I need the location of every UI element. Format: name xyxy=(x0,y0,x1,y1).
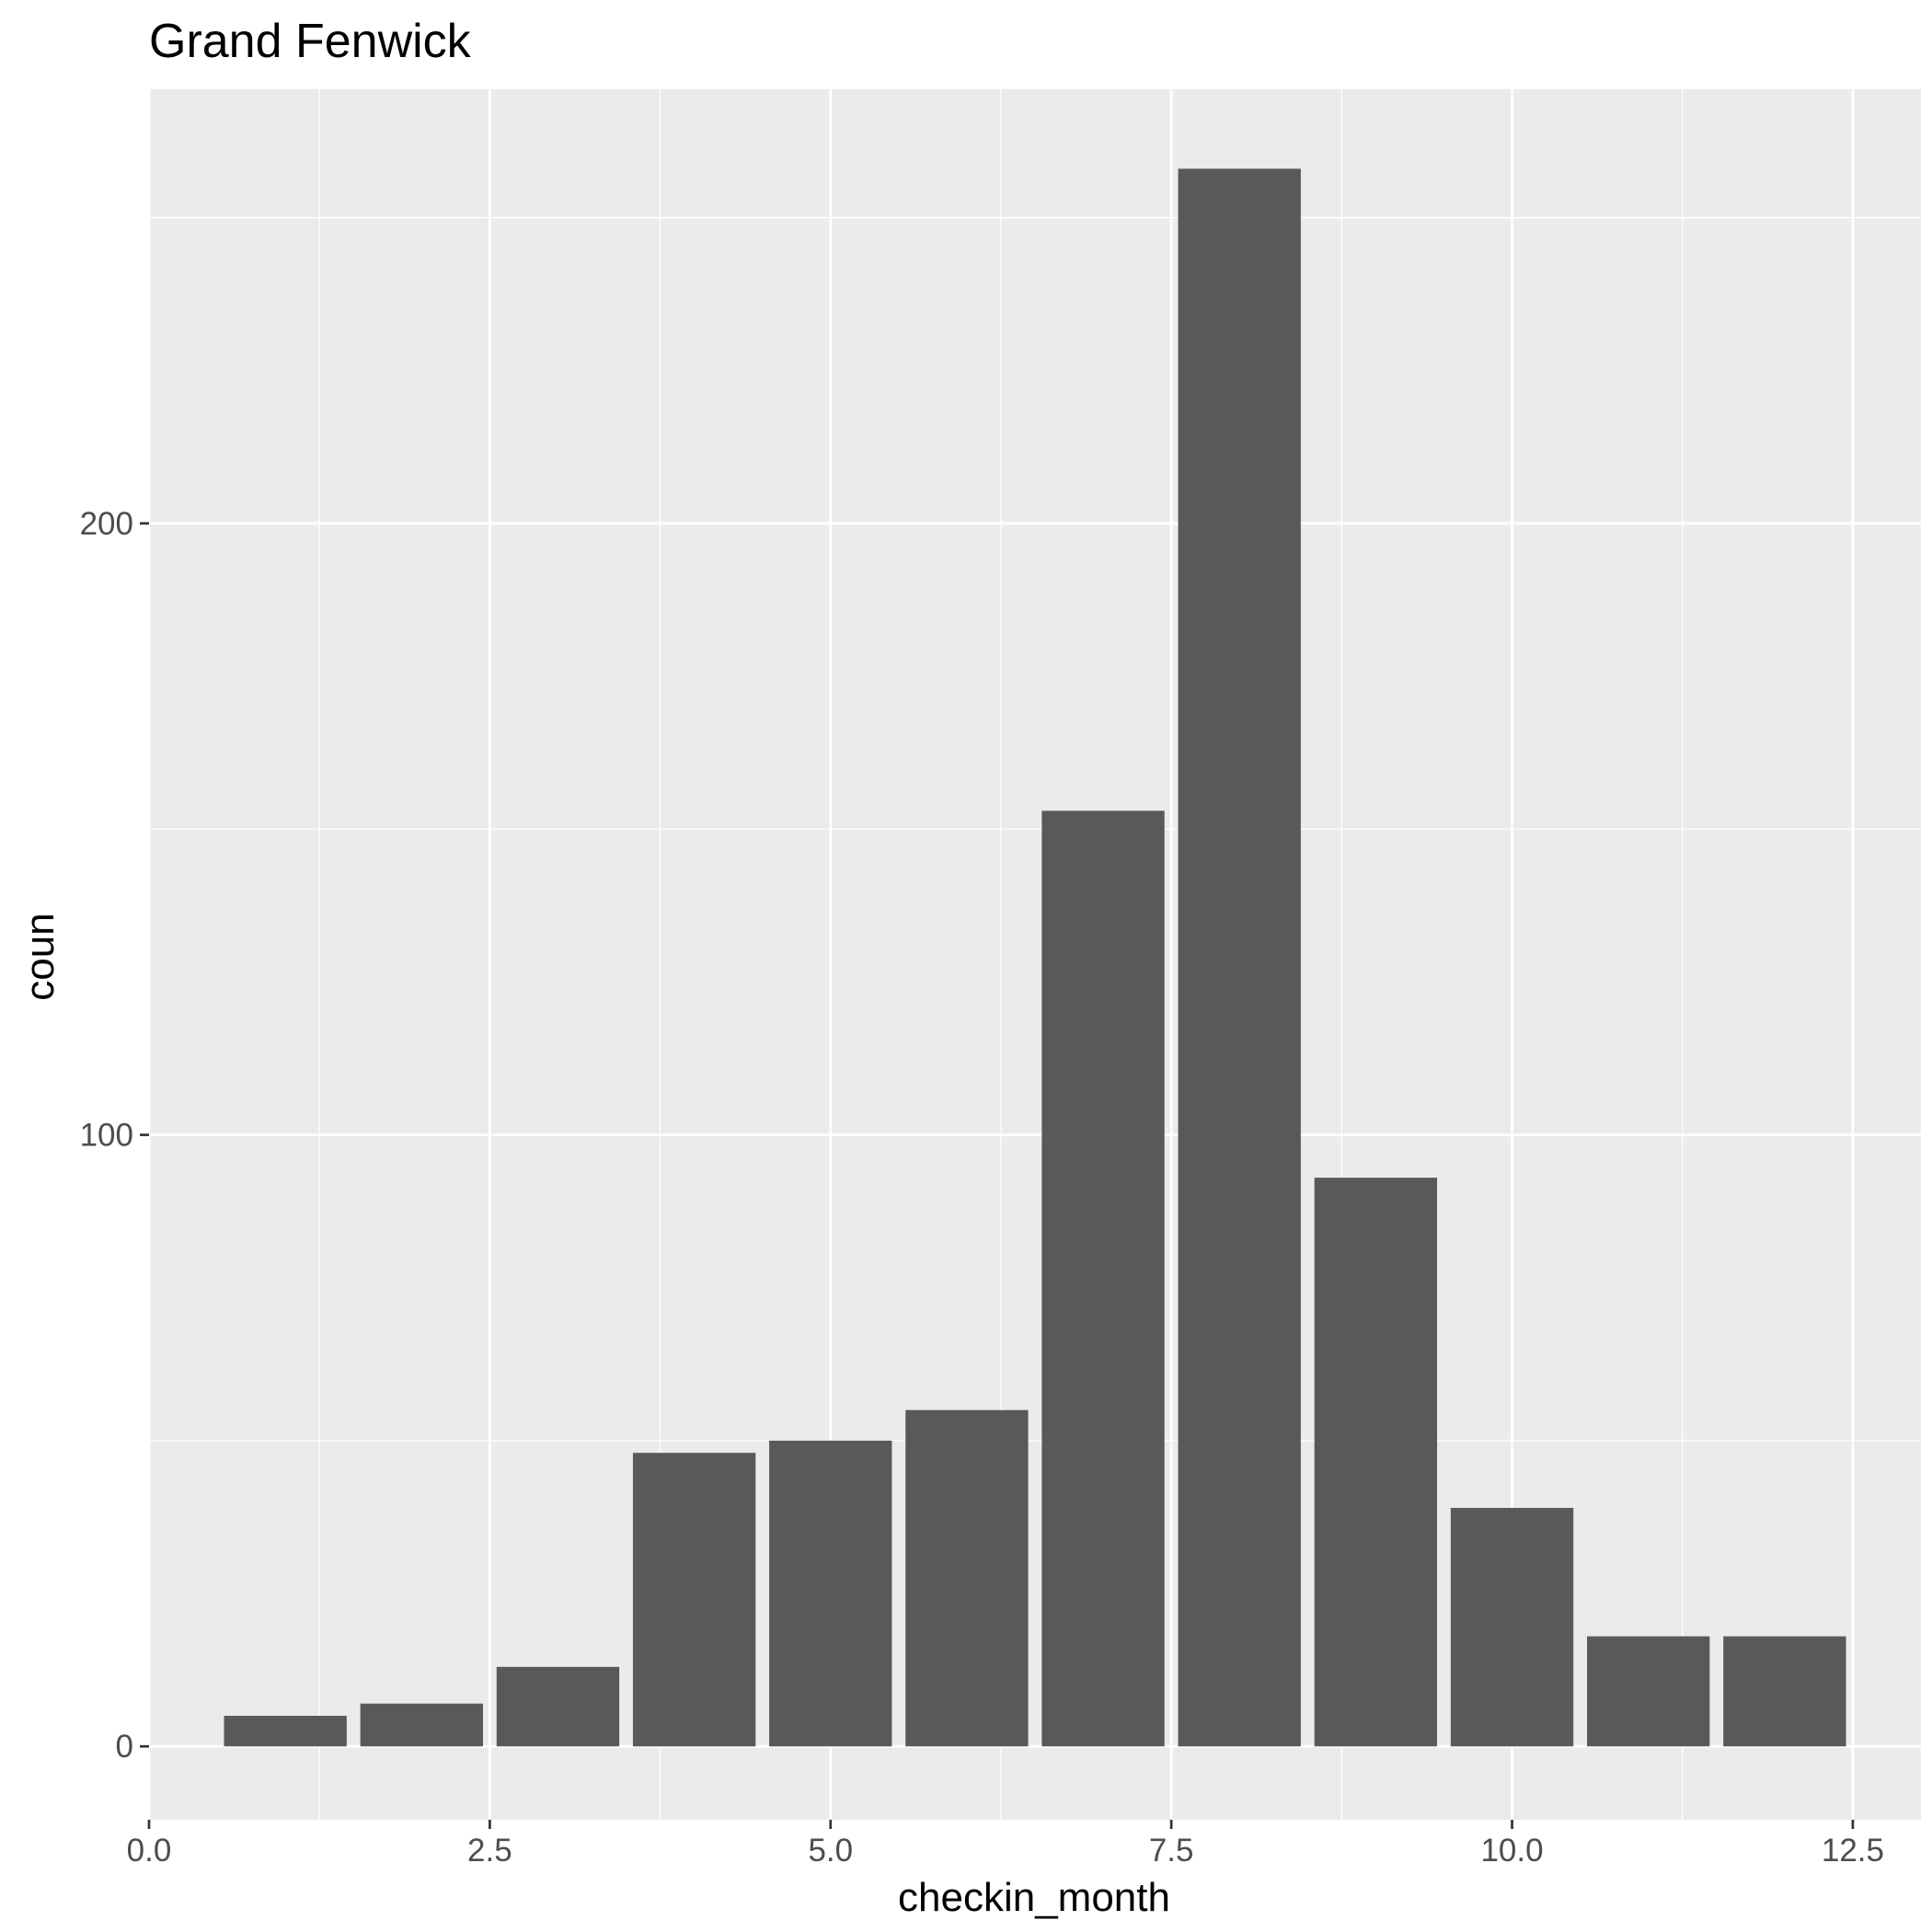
x-axis-title: checkin_month xyxy=(898,1875,1170,1920)
x-tick-label: 12.5 xyxy=(1822,1833,1884,1869)
bar xyxy=(224,1716,347,1747)
y-tick-label: 0 xyxy=(116,1729,133,1765)
axes: 0.0 2.5 5.0 7.5 10.0 12.5 0 100 200 xyxy=(80,506,1884,1869)
x-tick-label: 5.0 xyxy=(808,1833,853,1869)
x-tick-label: 0.0 xyxy=(127,1833,172,1869)
x-tick-label: 2.5 xyxy=(467,1833,512,1869)
chart-title: Grand Fenwick xyxy=(149,15,472,68)
y-tick-label: 200 xyxy=(80,506,133,542)
bar xyxy=(1041,811,1165,1747)
x-tick-label: 7.5 xyxy=(1149,1833,1194,1869)
bar xyxy=(1587,1636,1710,1747)
bar xyxy=(769,1440,892,1747)
bar xyxy=(1450,1508,1574,1747)
y-axis-title: coun xyxy=(17,913,63,1000)
bars xyxy=(224,168,1846,1747)
bar xyxy=(1178,168,1301,1747)
plot-panel xyxy=(149,89,1921,1820)
bar xyxy=(496,1666,620,1747)
bar xyxy=(1314,1178,1438,1747)
bar xyxy=(632,1453,756,1747)
bar xyxy=(1723,1636,1846,1747)
bar xyxy=(905,1409,1029,1747)
y-tick-label: 100 xyxy=(80,1118,133,1154)
bar xyxy=(360,1703,483,1747)
x-tick-label: 10.0 xyxy=(1480,1833,1543,1869)
